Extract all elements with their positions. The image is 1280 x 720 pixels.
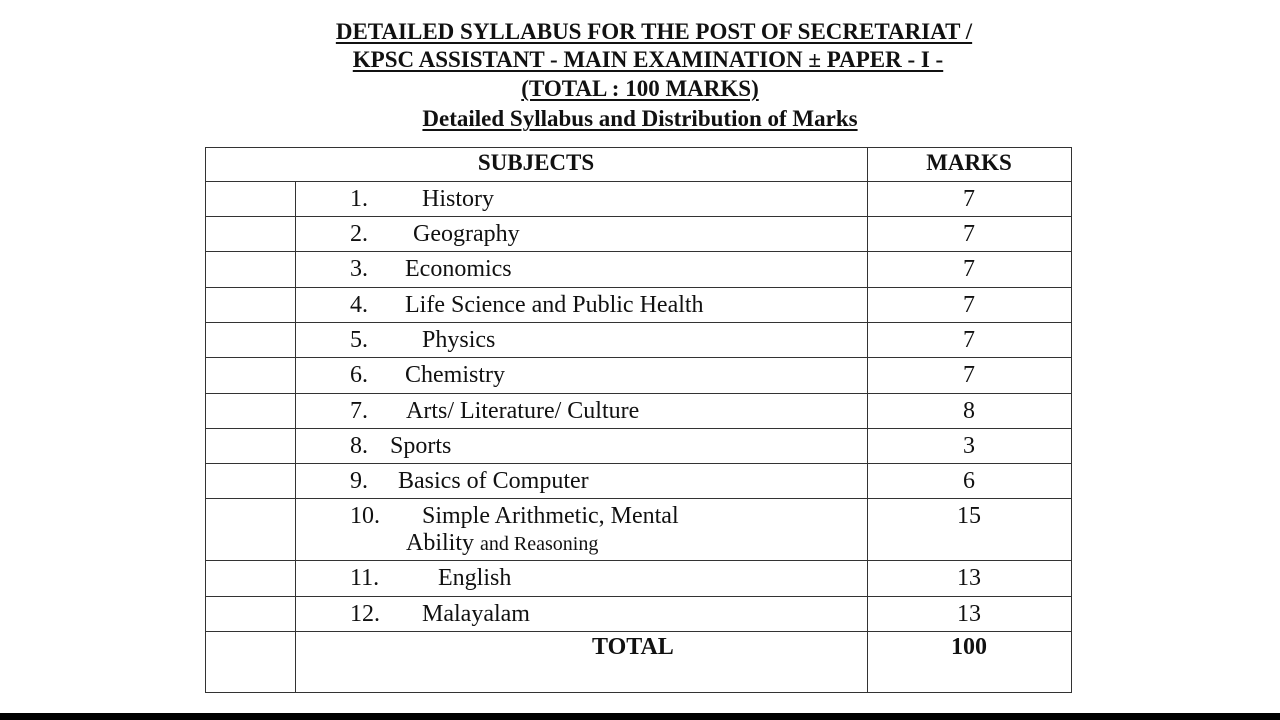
bottom-bar <box>0 713 1280 720</box>
row-subject: Sports <box>390 433 452 459</box>
subtitle: Detailed Syllabus and Distribution of Ma… <box>422 106 858 131</box>
row-subject: History <box>422 186 494 212</box>
row-divider <box>205 181 1072 182</box>
table-border-right <box>1071 147 1072 693</box>
row-divider <box>205 287 1072 288</box>
subject-continued-a: Ability <box>406 530 475 556</box>
row-number: 12. <box>350 601 380 627</box>
row-marks: 13 <box>957 601 981 627</box>
row-divider <box>205 147 1072 148</box>
row-number: 3. <box>350 256 368 282</box>
row-divider <box>205 357 1072 358</box>
row-divider <box>205 216 1072 217</box>
row-marks: 7 <box>963 221 975 247</box>
row-subject: Physics <box>422 327 496 353</box>
row-divider <box>205 560 1072 561</box>
row-subject: Basics of Computer <box>398 468 589 494</box>
row-subject: Chemistry <box>405 362 505 388</box>
row-marks: 15 <box>957 503 981 529</box>
row-marks: 7 <box>963 256 975 282</box>
title-line-3: (TOTAL : 100 MARKS) <box>521 76 759 101</box>
row-marks: 8 <box>963 398 975 424</box>
table-border-left <box>205 147 206 693</box>
row-divider <box>205 251 1072 252</box>
row-number: 8. <box>350 433 368 459</box>
row-number: 7. <box>350 398 368 424</box>
row-divider <box>205 631 1072 632</box>
row-number: 6. <box>350 362 368 388</box>
row-number: 1. <box>350 186 368 212</box>
column-divider <box>867 147 868 693</box>
title-line-1: DETAILED SYLLABUS FOR THE POST OF SECRET… <box>335 19 973 44</box>
row-subject: Life Science and Public Health <box>405 292 704 318</box>
row-marks: 13 <box>957 565 981 591</box>
row-marks: 7 <box>963 292 975 318</box>
row-number: 4. <box>350 292 368 318</box>
row-marks: 7 <box>963 186 975 212</box>
header-subjects: SUBJECTS <box>477 150 595 175</box>
row-divider <box>205 498 1072 499</box>
row-divider <box>205 428 1072 429</box>
row-subject: English <box>438 565 512 591</box>
row-subject: Economics <box>405 256 512 282</box>
row-subject: Geography <box>413 221 520 247</box>
row-number: 11. <box>350 565 380 591</box>
title-line-2: KPSC ASSISTANT - MAIN EXAMINATION ± PAPE… <box>352 47 944 72</box>
subject-continued-b: and Reasoning <box>480 533 599 555</box>
column-divider <box>295 181 296 693</box>
row-subject: Malayalam <box>422 601 530 627</box>
row-marks: 7 <box>963 327 975 353</box>
row-subject: Arts/ Literature/ Culture <box>406 398 640 424</box>
row-marks: 3 <box>963 433 975 459</box>
row-divider <box>205 322 1072 323</box>
row-divider <box>205 692 1072 693</box>
row-divider <box>205 463 1072 464</box>
total-marks: 100 <box>951 634 987 660</box>
total-label: TOTAL <box>592 634 674 660</box>
row-number: 9. <box>350 468 368 494</box>
row-subject-continued: Ability and Reasoning <box>406 530 598 557</box>
row-number: 10. <box>350 503 380 529</box>
row-divider <box>205 393 1072 394</box>
row-marks: 7 <box>963 362 975 388</box>
row-number: 2. <box>350 221 368 247</box>
row-marks: 6 <box>963 468 975 494</box>
row-subject: Simple Arithmetic, Mental <box>422 503 679 529</box>
row-number: 5. <box>350 327 368 353</box>
header-marks: MARKS <box>926 150 1012 175</box>
row-divider <box>205 596 1072 597</box>
